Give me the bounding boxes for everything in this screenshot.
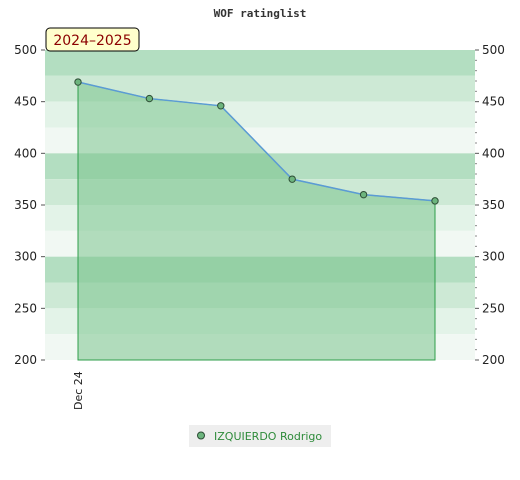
y-tick-label-left: 500	[14, 43, 37, 57]
background-band	[45, 50, 475, 76]
y-tick-label-right: 250	[482, 301, 505, 315]
data-point	[288, 175, 296, 183]
data-point	[431, 197, 439, 205]
y-tick-label-right: 350	[482, 198, 505, 212]
data-point	[145, 94, 154, 103]
legend-label: IZQUIERDO Rodrigo	[214, 430, 322, 443]
y-tick-label-left: 300	[14, 250, 37, 264]
axes: 200 200 250 250 300 300 350 350 400 400 450 450 500 5…	[14, 43, 505, 410]
legend-box	[189, 425, 331, 447]
legend-marker	[197, 431, 205, 440]
season-badge: 2024–2025	[45, 27, 140, 52]
chart-title: WOF ratinglist	[214, 7, 307, 20]
y-tick-label-left: 350	[14, 198, 37, 212]
y-tick-label-left: 400	[14, 146, 37, 160]
y-tick-label-right: 200	[482, 353, 505, 367]
y-tick-label-left: 450	[14, 95, 37, 109]
series-line	[77, 81, 436, 202]
y-tick-label-left: 200	[14, 353, 37, 367]
y-tick-label-left: 250	[14, 301, 37, 315]
season-label: 2024–2025	[53, 33, 131, 49]
y-tick-label-right: 450	[482, 95, 505, 109]
y-tick-label-right: 500	[482, 43, 505, 57]
data-point	[217, 102, 225, 110]
marker-layer	[74, 78, 439, 205]
season-badge-box	[45, 27, 140, 52]
data-point	[359, 190, 368, 199]
y-tick-label-right: 400	[482, 146, 505, 160]
y-tick-label-right: 300	[482, 250, 505, 264]
data-point	[74, 78, 82, 86]
legend: IZQUIERDO Rodrigo	[189, 425, 331, 447]
x-tick-label: Dec 24	[72, 371, 85, 410]
